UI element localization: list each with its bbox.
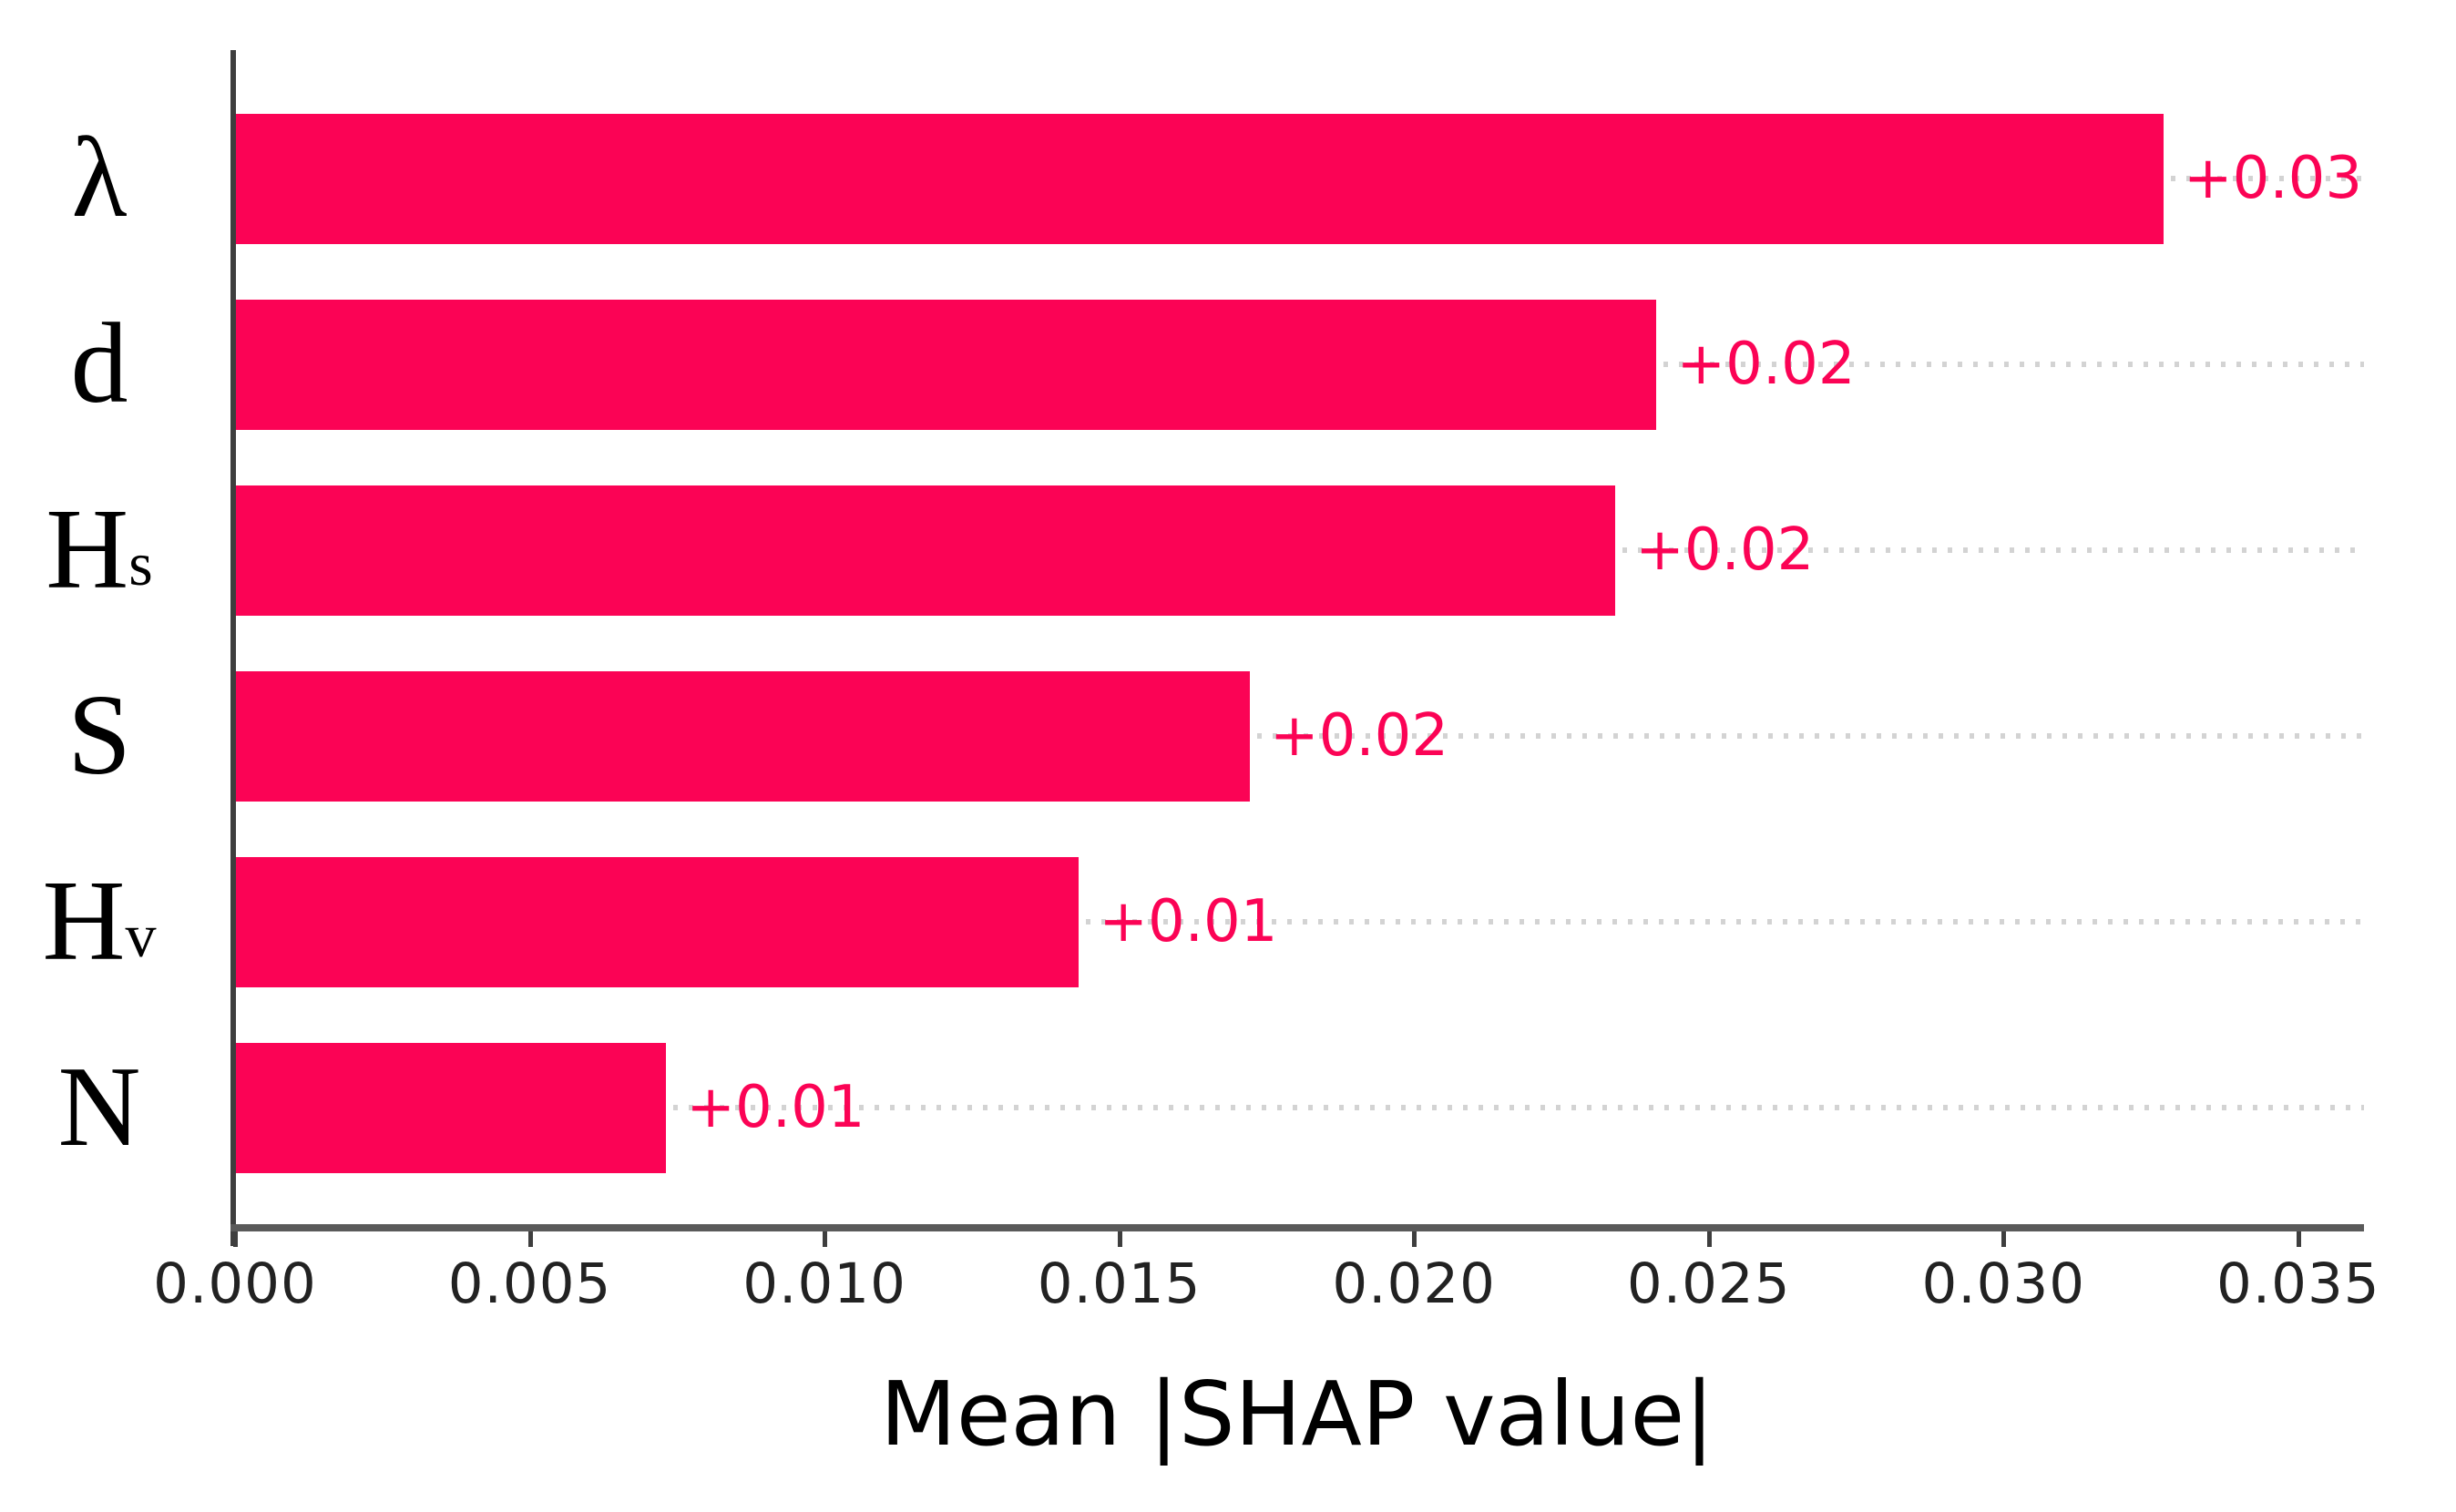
bar-d bbox=[236, 299, 1657, 430]
bar-lambda bbox=[236, 113, 2164, 244]
category-label-s: S bbox=[67, 672, 132, 799]
x-axis-tick-label: 0.015 bbox=[1037, 1251, 1202, 1316]
y-axis-line bbox=[230, 50, 236, 1246]
x-axis-tick bbox=[823, 1231, 828, 1247]
bar-value-label: +0.03 bbox=[2183, 145, 2363, 212]
x-axis-title: Mean |SHAP value| bbox=[880, 1363, 1714, 1466]
category-label-d: d bbox=[70, 301, 128, 427]
x-axis-tick-label: 0.000 bbox=[153, 1251, 317, 1316]
x-axis-tick bbox=[2296, 1231, 2301, 1247]
bar-n bbox=[236, 1042, 667, 1173]
leader-dots bbox=[2170, 176, 2364, 181]
bar-value-label: +0.02 bbox=[1676, 331, 1856, 398]
category-label-n: N bbox=[57, 1044, 141, 1170]
category-label-lambda: λ bbox=[71, 115, 128, 241]
leader-dots bbox=[1622, 547, 2364, 553]
leader-dots bbox=[1663, 362, 2364, 367]
x-axis-tick-label: 0.020 bbox=[1332, 1251, 1496, 1316]
x-axis-tick-label: 0.030 bbox=[1921, 1251, 2086, 1316]
x-axis-tick bbox=[2001, 1231, 2007, 1247]
x-axis-tick-label: 0.005 bbox=[447, 1251, 612, 1316]
x-axis-tick-label: 0.025 bbox=[1626, 1251, 1791, 1316]
x-axis-tick-label: 0.035 bbox=[2216, 1251, 2380, 1316]
x-axis-tick bbox=[527, 1231, 533, 1247]
x-axis-tick-label: 0.010 bbox=[742, 1251, 906, 1316]
x-axis-tick bbox=[1117, 1231, 1122, 1247]
bar-value-label: +0.01 bbox=[686, 1074, 865, 1141]
x-axis-tick bbox=[233, 1231, 238, 1247]
bar-value-label: +0.02 bbox=[1269, 702, 1449, 770]
leader-dots bbox=[1256, 733, 2364, 739]
bar-value-label: +0.02 bbox=[1635, 516, 1815, 584]
leader-dots bbox=[1086, 919, 2364, 925]
leader-dots bbox=[673, 1105, 2364, 1110]
x-axis-tick bbox=[1412, 1231, 1417, 1247]
bar-s bbox=[236, 670, 1250, 802]
bar-hs bbox=[236, 485, 1616, 616]
bar-value-label: +0.01 bbox=[1099, 888, 1278, 955]
bar-hv bbox=[236, 856, 1080, 987]
x-axis-tick bbox=[1706, 1231, 1712, 1247]
x-axis-line bbox=[230, 1224, 2364, 1231]
